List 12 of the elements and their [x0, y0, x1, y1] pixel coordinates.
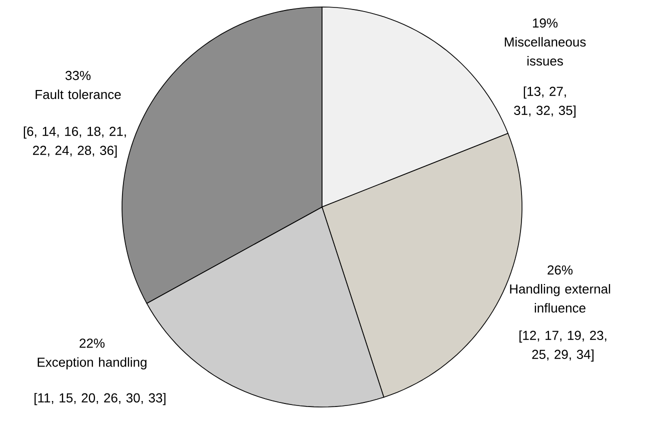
data-label: 33%: [65, 70, 91, 80]
data-label: 22%: [80, 338, 105, 348]
slice-label: Handling external influence: [510, 284, 610, 313]
text: [6, 14, 16, 18, 21, 22, 24, 28, 36]: [24, 126, 126, 158]
data-label: 26%: [548, 265, 573, 275]
slice-label: Fault tolerance: [36, 90, 121, 100]
text: [11, 15, 20, 26, 30, 33]: [34, 392, 166, 406]
slice-label: Exception handling: [38, 357, 146, 370]
text: [12, 17, 19, 23, 25, 29, 34]: [519, 330, 606, 362]
slice-label: Miscellaneous issues: [504, 37, 586, 66]
text: [13, 27, 31, 32, 35]: [514, 86, 576, 118]
data-label: 19%: [532, 18, 558, 28]
